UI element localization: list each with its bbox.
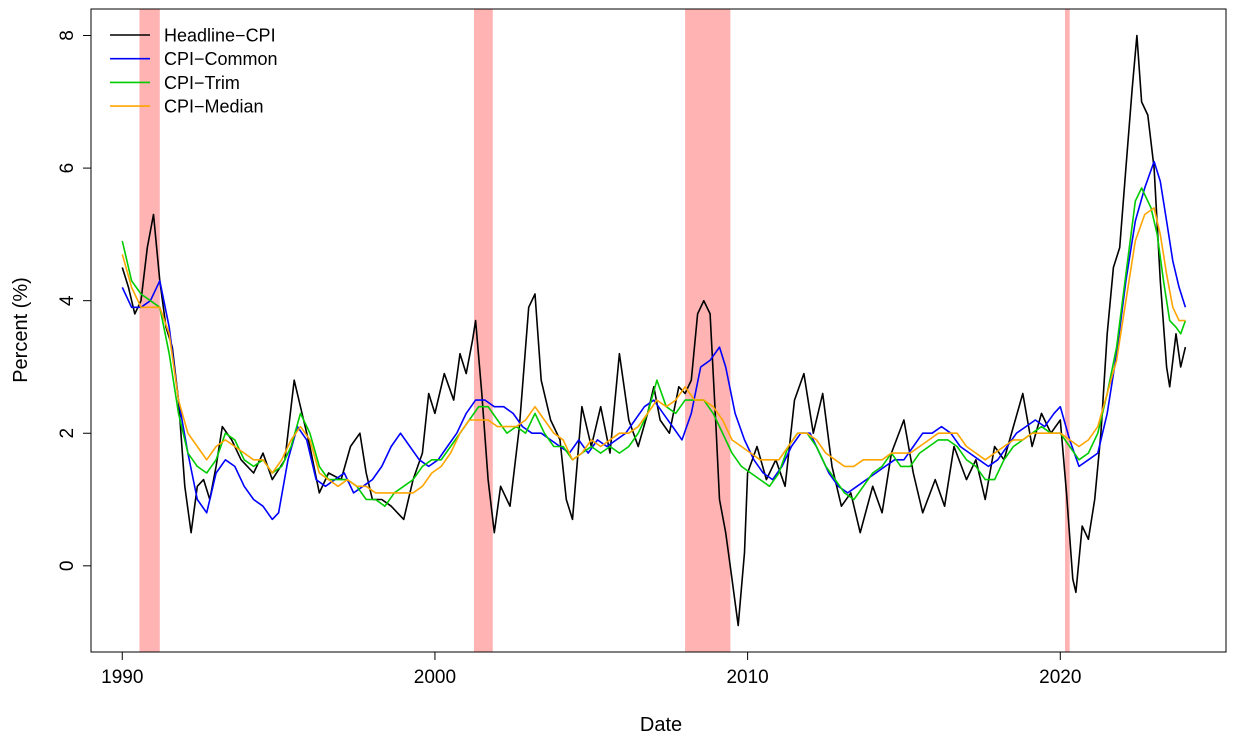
legend-item: CPI−Common: [110, 49, 278, 69]
series-lines: [121, 34, 1187, 627]
legend-item: CPI−Trim: [110, 73, 240, 93]
y-tick-label: 6: [57, 163, 78, 174]
recession-bands: [139, 9, 1070, 652]
recession-band-3: [685, 9, 731, 652]
legend-label: CPI−Median: [164, 97, 264, 117]
x-axis: 1990 2000 2010 2020: [101, 651, 1081, 688]
x-axis-label: Date: [640, 714, 682, 735]
legend-label: CPI−Trim: [164, 73, 240, 93]
y-tick-label: 2: [57, 428, 78, 439]
x-tick-label: 1990: [101, 667, 143, 688]
legend-item: Headline−CPI: [110, 26, 276, 46]
series-line-1: [121, 34, 1187, 627]
y-axis: 0 2 4 6 8: [57, 30, 92, 572]
recession-band-4: [1064, 9, 1070, 652]
y-tick-label: 4: [57, 295, 78, 306]
legend-label: CPI−Common: [164, 49, 278, 69]
legend: Headline−CPI CPI−Common CPI−Trim CPI−Median: [110, 26, 278, 117]
series-line-4: [121, 207, 1186, 494]
x-tick-label: 2010: [726, 667, 768, 688]
recession-band-2: [474, 9, 493, 652]
x-tick-label: 2020: [1039, 667, 1081, 688]
legend-label: Headline−CPI: [164, 26, 276, 46]
y-tick-label: 0: [57, 561, 78, 572]
legend-item: CPI−Median: [110, 97, 264, 117]
y-tick-label: 8: [57, 30, 78, 41]
y-axis-label: Percent (%): [10, 277, 32, 383]
recession-band-1: [139, 9, 160, 652]
series-line-2: [121, 160, 1187, 521]
x-tick-label: 2000: [414, 667, 456, 688]
